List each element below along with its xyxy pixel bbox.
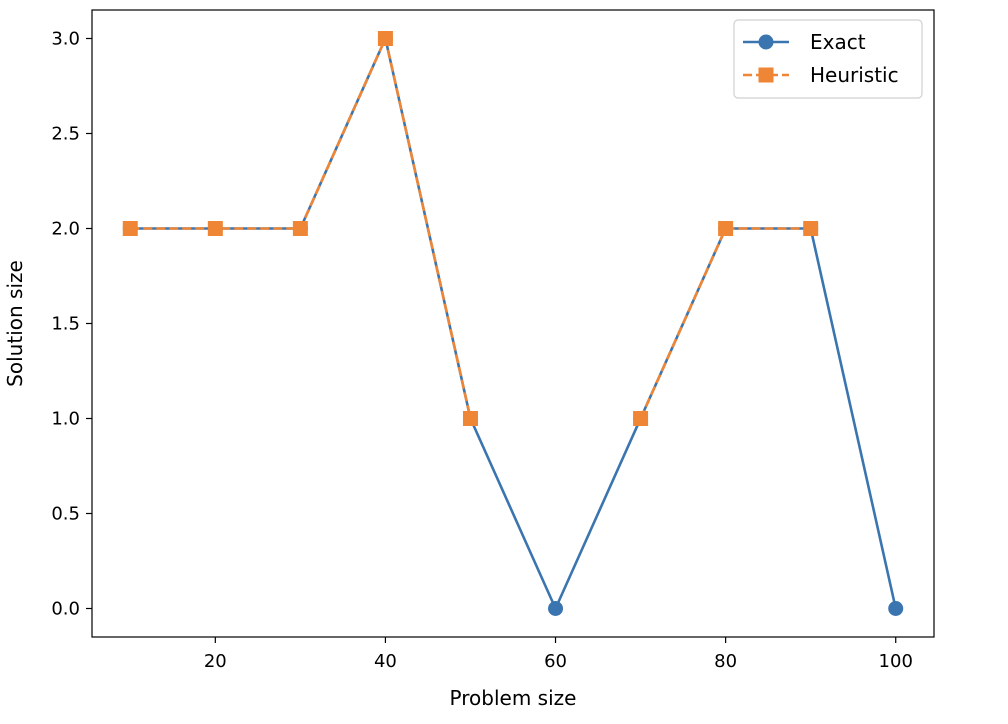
legend-item-heuristic: Heuristic: [743, 63, 899, 87]
y-tick-label: 2.0: [51, 219, 80, 240]
data-point-heuristic: [803, 221, 819, 236]
y-tick-label: 3.0: [51, 29, 80, 50]
x-axis-ticks: 20 40 60 80 100: [204, 637, 913, 672]
y-tick-label: 2.5: [51, 124, 80, 145]
y-axis-label: Solution size: [3, 260, 27, 387]
data-point-heuristic: [718, 221, 734, 236]
y-tick-label: 1.5: [51, 314, 80, 335]
y-tick-label: 1.0: [51, 409, 80, 430]
x-axis-label: Problem size: [450, 686, 577, 710]
data-point-heuristic: [207, 221, 223, 236]
x-tick-label: 60: [544, 651, 567, 672]
legend-label-exact: Exact: [810, 30, 866, 54]
data-point-exact: [888, 601, 904, 616]
y-tick-label: 0.0: [51, 599, 80, 620]
legend-box: [733, 19, 923, 99]
y-axis-ticks: 0.0 0.5 1.0 1.5 2.0 2.5 3.0: [51, 29, 92, 620]
legend-marker-exact: [758, 34, 774, 50]
legend: Exact Heuristic: [733, 19, 923, 99]
legend-label-heuristic: Heuristic: [810, 63, 899, 87]
data-point-exact: [548, 601, 564, 616]
data-point-heuristic: [377, 31, 393, 46]
y-tick-label: 0.5: [51, 504, 80, 525]
x-tick-label: 40: [374, 651, 397, 672]
legend-item-exact: Exact: [743, 30, 866, 54]
series-layer: [122, 31, 904, 616]
data-point-heuristic: [292, 221, 308, 236]
x-tick-label: 100: [879, 651, 913, 672]
plot-frame: [91, 9, 935, 638]
data-point-heuristic: [633, 411, 649, 426]
legend-marker-heuristic: [758, 67, 774, 83]
x-tick-label: 20: [204, 651, 227, 672]
data-point-heuristic: [462, 411, 478, 426]
x-tick-label: 80: [714, 651, 737, 672]
data-point-heuristic: [122, 221, 138, 236]
